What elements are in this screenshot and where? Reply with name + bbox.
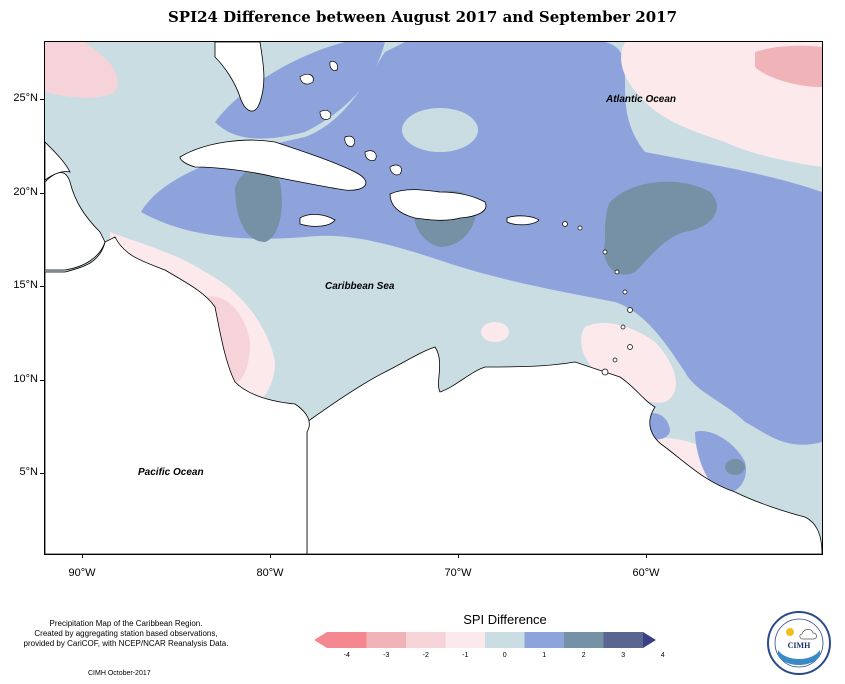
cimh-logo: CIMH (767, 611, 831, 675)
zone-pink-small (481, 322, 509, 342)
legend-label: -1 (462, 652, 469, 659)
lon-tick (458, 554, 459, 558)
legend-arrow-right (643, 632, 656, 648)
lat-tick (40, 380, 44, 381)
notes-line-1: Precipitation Map of the Caribbean Regio… (49, 619, 203, 628)
label-atlantic-ocean: Atlantic Ocean (606, 94, 677, 105)
legend-label: -4 (343, 652, 350, 659)
lat-tick (40, 473, 44, 474)
map-title: SPI24 Difference between August 2017 and… (167, 8, 678, 26)
legend-label: 4 (660, 652, 665, 659)
legend-cell (406, 632, 446, 648)
legend-label: 3 (621, 652, 626, 659)
zone-blue-main (141, 42, 822, 445)
map-notes: Precipitation Map of the Caribbean Regio… (6, 619, 246, 649)
lat-label-15n: 15°N (13, 279, 38, 291)
lon-label-70w: 70°W (444, 567, 472, 579)
map-area (44, 41, 823, 555)
lat-tick (40, 286, 44, 287)
legend-cell (524, 632, 564, 648)
legend-arrow-left (314, 632, 327, 648)
land-south-america (306, 346, 822, 554)
logo-text: CIMH (788, 641, 811, 650)
legend-cell (564, 632, 604, 648)
legend-cell (603, 632, 643, 648)
lat-tick (40, 193, 44, 194)
lon-tick (270, 554, 271, 558)
label-pacific-ocean: Pacific Ocean (138, 467, 204, 478)
legend-label: -2 (422, 652, 429, 659)
land-bahamas (299, 61, 402, 176)
zone-pink-northwest (45, 42, 118, 98)
legend-colorbar (314, 632, 656, 648)
zone-slate-guiana (725, 459, 745, 475)
legend-cell (327, 632, 367, 648)
lat-label-20n: 20°N (13, 186, 38, 198)
notes-line-3: provided by CariCOF, with NCEP/NCAR Rean… (23, 639, 229, 648)
land-yucatan (45, 172, 106, 271)
legend-label: 0 (502, 652, 507, 659)
legend-cell (366, 632, 406, 648)
land-cuba (179, 139, 367, 191)
zone-blue-guiana (695, 431, 746, 493)
lat-label-10n: 10°N (13, 373, 38, 385)
zone-slate-east (604, 181, 717, 275)
legend-label: 1 (542, 652, 547, 659)
lon-label-80w: 80°W (256, 567, 284, 579)
lon-tick (82, 554, 83, 558)
zone-lightblue-bahamas (402, 108, 478, 152)
lat-label-5n: 5°N (19, 466, 38, 478)
zone-pink-east (581, 322, 676, 403)
credit-text: CIMH October-2017 (88, 670, 151, 677)
zone-slate-cuba (235, 167, 282, 242)
notes-line-2: Created by aggregating station based obs… (34, 629, 218, 638)
land-central-america (45, 236, 310, 554)
land-jamaica (299, 214, 336, 227)
legend-title: SPI Difference (463, 612, 547, 627)
land-lesser-antilles (562, 221, 633, 376)
legend-label: 2 (581, 652, 586, 659)
spi-difference-map (45, 42, 822, 554)
lon-tick (646, 554, 647, 558)
legend-cell (445, 632, 485, 648)
lon-label-90w: 90°W (68, 567, 96, 579)
land-hispaniola (389, 189, 487, 221)
lat-tick (40, 99, 44, 100)
lon-label-60w: 60°W (632, 567, 660, 579)
legend-cell (485, 632, 525, 648)
lat-label-25n: 25°N (13, 92, 38, 104)
land-florida (214, 42, 265, 112)
zone-pink-ne-strong (755, 45, 822, 87)
label-caribbean-sea: Caribbean Sea (325, 281, 395, 292)
land-puerto-rico (506, 215, 540, 226)
legend-label: -3 (383, 652, 390, 659)
land-mexico-north (45, 141, 71, 181)
zone-blue-north (215, 42, 385, 139)
